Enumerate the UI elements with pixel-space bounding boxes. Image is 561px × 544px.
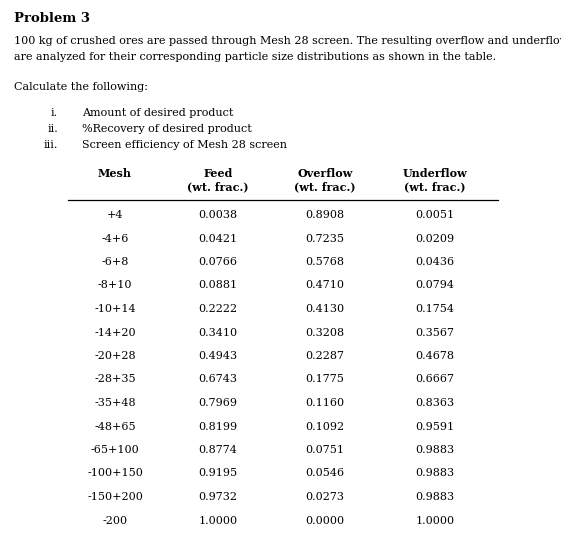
Text: 0.9883: 0.9883: [416, 445, 454, 455]
Text: 0.0881: 0.0881: [199, 281, 237, 290]
Text: -35+48: -35+48: [94, 398, 136, 408]
Text: i.: i.: [51, 108, 58, 118]
Text: -150+200: -150+200: [87, 492, 143, 502]
Text: are analyzed for their corresponding particle size distributions as shown in the: are analyzed for their corresponding par…: [14, 52, 496, 62]
Text: 0.0751: 0.0751: [306, 445, 344, 455]
Text: Overflow
(wt. frac.): Overflow (wt. frac.): [295, 168, 356, 192]
Text: Screen efficiency of Mesh 28 screen: Screen efficiency of Mesh 28 screen: [82, 140, 287, 150]
Text: 0.7969: 0.7969: [199, 398, 237, 408]
Text: 0.9883: 0.9883: [416, 468, 454, 479]
Text: -200: -200: [103, 516, 127, 526]
Text: 0.7235: 0.7235: [306, 233, 344, 244]
Text: 0.8908: 0.8908: [305, 210, 344, 220]
Text: 0.5768: 0.5768: [306, 257, 344, 267]
Text: iii.: iii.: [44, 140, 58, 150]
Text: Underflow
(wt. frac.): Underflow (wt. frac.): [403, 168, 467, 192]
Text: 0.9195: 0.9195: [199, 468, 237, 479]
Text: 0.0209: 0.0209: [416, 233, 454, 244]
Text: -20+28: -20+28: [94, 351, 136, 361]
Text: 0.4943: 0.4943: [199, 351, 237, 361]
Text: 0.0051: 0.0051: [416, 210, 454, 220]
Text: Mesh: Mesh: [98, 168, 132, 179]
Text: 0.3208: 0.3208: [305, 327, 344, 337]
Text: 0.0273: 0.0273: [306, 492, 344, 502]
Text: +4: +4: [107, 210, 123, 220]
Text: Amount of desired product: Amount of desired product: [82, 108, 233, 118]
Text: 0.8363: 0.8363: [416, 398, 454, 408]
Text: 0.9883: 0.9883: [416, 492, 454, 502]
Text: -8+10: -8+10: [98, 281, 132, 290]
Text: -28+35: -28+35: [94, 374, 136, 385]
Text: 0.0000: 0.0000: [305, 516, 344, 526]
Text: 0.1775: 0.1775: [306, 374, 344, 385]
Text: 0.3567: 0.3567: [416, 327, 454, 337]
Text: 0.1092: 0.1092: [305, 422, 344, 431]
Text: ii.: ii.: [47, 124, 58, 134]
Text: 0.0421: 0.0421: [199, 233, 237, 244]
Text: 1.0000: 1.0000: [416, 516, 454, 526]
Text: Calculate the following:: Calculate the following:: [14, 82, 148, 92]
Text: 0.9732: 0.9732: [199, 492, 237, 502]
Text: 0.0766: 0.0766: [199, 257, 237, 267]
Text: 0.0436: 0.0436: [416, 257, 454, 267]
Text: -10+14: -10+14: [94, 304, 136, 314]
Text: -65+100: -65+100: [91, 445, 139, 455]
Text: 0.8774: 0.8774: [199, 445, 237, 455]
Text: 0.6743: 0.6743: [199, 374, 237, 385]
Text: -4+6: -4+6: [102, 233, 128, 244]
Text: 0.0038: 0.0038: [199, 210, 237, 220]
Text: -100+150: -100+150: [87, 468, 143, 479]
Text: -6+8: -6+8: [102, 257, 128, 267]
Text: 0.4710: 0.4710: [306, 281, 344, 290]
Text: -48+65: -48+65: [94, 422, 136, 431]
Text: 0.3410: 0.3410: [199, 327, 237, 337]
Text: 0.6667: 0.6667: [416, 374, 454, 385]
Text: 0.1754: 0.1754: [416, 304, 454, 314]
Text: 0.2222: 0.2222: [199, 304, 237, 314]
Text: Problem 3: Problem 3: [14, 12, 90, 25]
Text: 0.0794: 0.0794: [416, 281, 454, 290]
Text: Feed
(wt. frac.): Feed (wt. frac.): [187, 168, 249, 192]
Text: -14+20: -14+20: [94, 327, 136, 337]
Text: 0.8199: 0.8199: [199, 422, 237, 431]
Text: 1.0000: 1.0000: [199, 516, 237, 526]
Text: 0.2287: 0.2287: [306, 351, 344, 361]
Text: 0.4130: 0.4130: [305, 304, 344, 314]
Text: 0.0546: 0.0546: [305, 468, 344, 479]
Text: 0.4678: 0.4678: [416, 351, 454, 361]
Text: 100 kg of crushed ores are passed through Mesh 28 screen. The resulting overflow: 100 kg of crushed ores are passed throug…: [14, 36, 561, 46]
Text: 0.1160: 0.1160: [305, 398, 344, 408]
Text: 0.9591: 0.9591: [416, 422, 454, 431]
Text: %Recovery of desired product: %Recovery of desired product: [82, 124, 252, 134]
